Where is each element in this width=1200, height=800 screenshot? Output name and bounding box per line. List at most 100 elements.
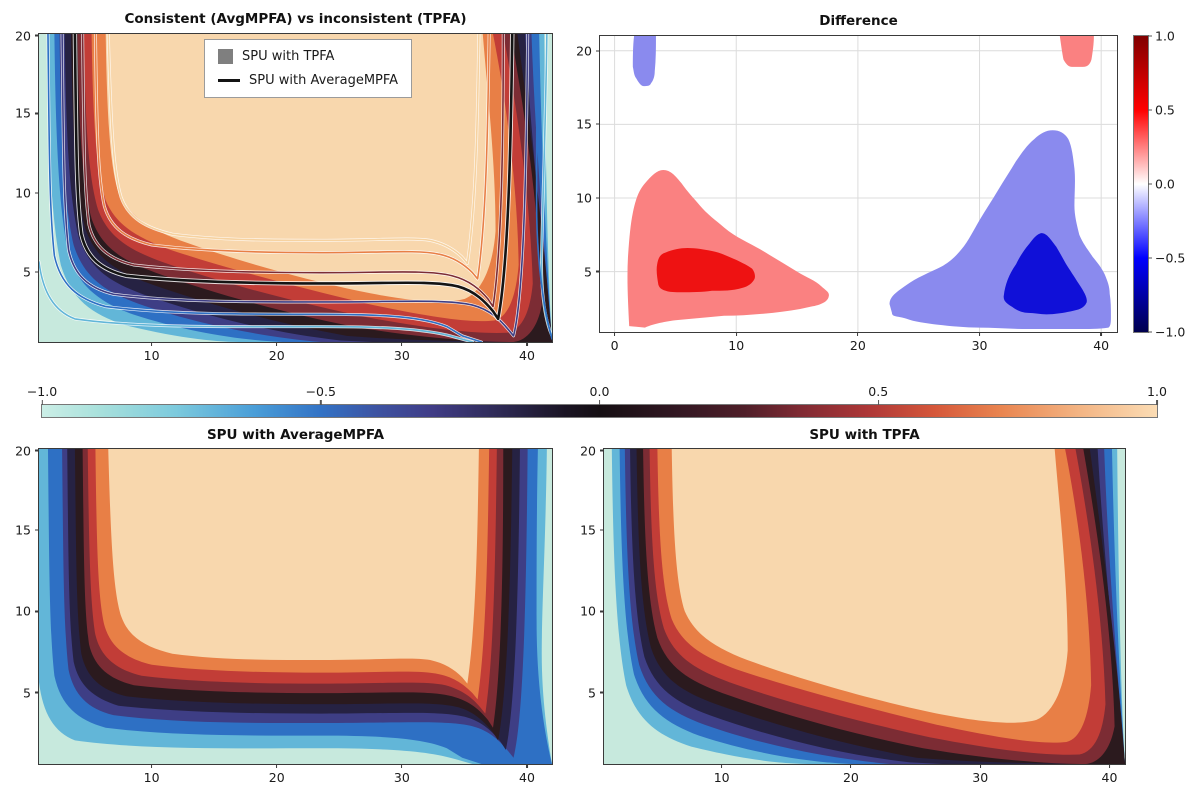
colorbar-tick: 0.0 <box>589 384 610 405</box>
y-tick-label: 15 <box>15 105 31 121</box>
top-left-contour-svg <box>39 34 552 342</box>
y-tick-label: 20 <box>580 443 596 459</box>
bottom-left-title: SPU with AverageMPFA <box>206 427 385 443</box>
y-tick-label: 20 <box>576 43 592 59</box>
colorbar-tick-label: 0.5 <box>1155 102 1175 118</box>
y-tick-label: 5 <box>588 685 596 701</box>
top-left-plot: SPU with TPFA SPU with AverageMPFA 10 20… <box>15 28 553 363</box>
y-tick: 10 <box>580 604 604 619</box>
y-tick: 15 <box>15 523 39 538</box>
x-tick: 40 <box>519 342 535 363</box>
bottom-right-contour-svg <box>604 449 1125 764</box>
bottom-right-plot: 10 20 30 40 20 15 10 5 <box>580 443 1126 785</box>
legend-item-tpfa: SPU with TPFA <box>218 49 398 64</box>
difference-contour-svg <box>600 36 1117 332</box>
legend-item-averagempfa: SPU with AverageMPFA <box>218 73 398 88</box>
x-tick-label: 30 <box>971 338 988 353</box>
negative-lobe-top-left <box>632 36 656 87</box>
y-tick-label: 10 <box>580 603 596 619</box>
legend: SPU with TPFA SPU with AverageMPFA <box>204 39 413 98</box>
positive-core-left <box>656 248 755 293</box>
x-tick: 0 <box>611 332 619 353</box>
bottom-left-plot: 10 20 30 40 20 15 10 5 <box>15 443 553 785</box>
y-tick: 5 <box>588 685 604 700</box>
colorbar-tick: 0.0 <box>1148 177 1175 192</box>
y-tick: 15 <box>576 117 600 132</box>
shared-colorbar: −1.0 −0.5 0.0 0.5 1.0 <box>27 384 1167 418</box>
x-tick-label: 20 <box>268 770 285 785</box>
y-tick: 10 <box>15 185 39 200</box>
colorbar-tick-label: 1.0 <box>1147 384 1167 399</box>
x-tick: 20 <box>843 764 859 785</box>
x-tick-label: 20 <box>842 770 859 785</box>
colorbar-tick: 1.0 <box>1148 29 1175 44</box>
colorbar-tick: −1.0 <box>1148 325 1185 340</box>
legend-label: SPU with TPFA <box>242 49 335 64</box>
colorbar-tick-label: −1.0 <box>26 384 58 399</box>
y-tick-label: 10 <box>15 603 31 619</box>
colorbar-tick: −0.5 <box>1148 251 1185 266</box>
x-tick-label: 10 <box>143 348 160 363</box>
colorbar-tick: −1.0 <box>27 384 57 405</box>
x-tick: 40 <box>1101 764 1118 785</box>
x-tick: 30 <box>972 764 988 785</box>
difference-plot: 0 10 20 30 40 20 15 10 5 <box>576 35 1118 353</box>
colorbar-tick-label: −0.5 <box>1155 250 1186 266</box>
x-tick: 30 <box>971 332 988 353</box>
y-tick: 5 <box>23 265 39 280</box>
y-tick-label: 5 <box>23 264 31 280</box>
y-tick: 20 <box>576 43 600 58</box>
x-tick: 20 <box>850 332 866 353</box>
colorbar-tick: 0.5 <box>1148 103 1175 118</box>
x-tick-label: 10 <box>713 770 730 785</box>
x-tick-label: 0 <box>610 338 619 353</box>
y-tick: 10 <box>576 191 600 206</box>
y-tick-label: 15 <box>576 116 592 132</box>
bottom-left-contour-svg <box>39 449 552 764</box>
x-tick: 30 <box>394 342 410 363</box>
x-tick: 10 <box>728 332 744 353</box>
y-tick-label: 10 <box>15 185 31 201</box>
y-tick: 5 <box>23 685 39 700</box>
y-tick: 10 <box>15 604 39 619</box>
averagempfa-contour-lines <box>39 34 552 342</box>
y-tick: 20 <box>15 443 39 458</box>
x-tick-label: 10 <box>143 770 160 785</box>
x-tick: 10 <box>714 764 730 785</box>
x-tick-label: 20 <box>849 338 866 353</box>
y-tick-label: 20 <box>15 443 31 459</box>
positive-lobe-top-right <box>1059 36 1094 67</box>
x-tick: 40 <box>1093 332 1109 353</box>
colorbar-tick: −0.5 <box>306 384 336 405</box>
x-tick-label: 40 <box>1093 338 1110 353</box>
x-tick-label: 10 <box>728 338 745 353</box>
y-tick: 5 <box>584 264 600 279</box>
x-tick-label: 40 <box>519 770 535 785</box>
colorbar-tick-label: 0.0 <box>589 384 610 399</box>
negative-core-right <box>1003 233 1087 315</box>
y-tick-label: 15 <box>580 522 596 538</box>
x-tick-label: 30 <box>393 348 410 363</box>
y-tick: 20 <box>580 443 604 458</box>
top-right-title: Difference <box>819 13 898 29</box>
y-tick: 20 <box>15 28 39 43</box>
x-tick-label: 40 <box>1101 770 1118 785</box>
colorbar-tick: 1.0 <box>1147 384 1167 405</box>
x-tick-label: 30 <box>393 770 410 785</box>
y-tick: 15 <box>580 523 604 538</box>
x-tick: 10 <box>144 764 160 785</box>
x-tick-label: 40 <box>519 348 535 363</box>
black-line-icon <box>218 78 240 83</box>
colorbar-tick-label: 0.5 <box>868 384 889 399</box>
top-left-title: Consistent (AvgMPFA) vs inconsistent (TP… <box>124 11 467 27</box>
x-tick: 20 <box>269 764 285 785</box>
x-tick: 40 <box>519 764 535 785</box>
x-tick: 10 <box>144 342 160 363</box>
difference-colorbar: 1.0 0.5 0.0 −0.5 −1.0 <box>1133 29 1185 340</box>
y-tick: 15 <box>15 106 39 121</box>
colorbar-tick-label: 0.0 <box>1155 176 1175 192</box>
x-tick-label: 30 <box>972 770 989 785</box>
x-tick: 20 <box>269 342 285 363</box>
positive-region-left <box>627 170 829 328</box>
